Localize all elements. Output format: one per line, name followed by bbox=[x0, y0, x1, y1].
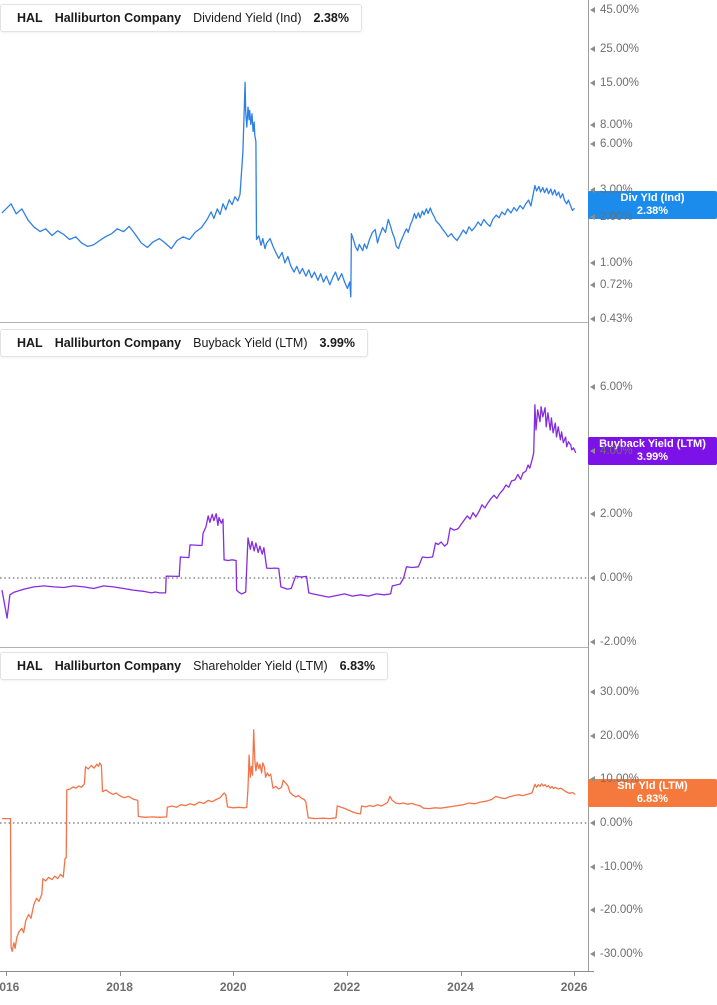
y-tick-label: 0.72% bbox=[600, 278, 633, 291]
y-tick-label: 25.00% bbox=[600, 42, 640, 55]
dividend-yield-axis-badge: Div Yld (Ind) 2.38% bbox=[588, 191, 717, 220]
shareholder-yield-axis-badge: Shr Yld (LTM) 6.83% bbox=[588, 779, 717, 808]
dividend-yield-chart[interactable] bbox=[0, 0, 588, 323]
y-tick-mark bbox=[590, 950, 595, 957]
y-tick-mark bbox=[590, 140, 595, 147]
y-tick-label: 0.00% bbox=[600, 571, 633, 584]
y-tick-label: -10.00% bbox=[600, 860, 643, 873]
series-legend-shareholder[interactable]: HAL Halliburton Company Shareholder Yiel… bbox=[0, 652, 389, 680]
x-tick-label: 2026 bbox=[560, 980, 588, 994]
y-tick-mark bbox=[590, 259, 595, 266]
shareholder-yield-chart[interactable] bbox=[0, 648, 588, 971]
y-tick-label: 4.00% bbox=[600, 444, 633, 457]
y-tick-mark bbox=[590, 79, 595, 86]
x-axis[interactable]: 2016 2018 2020 2022 2024 2026 bbox=[0, 971, 717, 1005]
y-tick-mark bbox=[590, 689, 595, 696]
buyback-yield-chart[interactable] bbox=[0, 323, 588, 648]
y-tick-label: 6.00% bbox=[600, 137, 633, 150]
y-tick-mark bbox=[590, 574, 595, 581]
x-tick-label: 2024 bbox=[447, 980, 474, 994]
y-tick-label: 10.00% bbox=[600, 773, 640, 786]
right-axis-line bbox=[588, 0, 589, 971]
y-tick-mark bbox=[590, 447, 595, 454]
ticker-symbol: HAL bbox=[17, 11, 43, 25]
ticker-symbol: HAL bbox=[17, 659, 43, 673]
x-tick-label: 2022 bbox=[333, 980, 361, 994]
y-tick-label: 0.43% bbox=[600, 313, 633, 325]
x-tick-label: 2016 bbox=[0, 980, 20, 994]
company-name: Halliburton Company bbox=[54, 659, 182, 673]
x-axis-line bbox=[0, 971, 594, 972]
x-tick-label: 2020 bbox=[219, 980, 247, 994]
ticker-symbol: HAL bbox=[17, 336, 43, 350]
metric-name: Shareholder Yield (LTM) bbox=[193, 659, 328, 673]
y-tick-label: 8.00% bbox=[600, 118, 633, 131]
x-tick-mark bbox=[233, 972, 235, 976]
y-tick-label: 20.00% bbox=[600, 729, 640, 742]
y-tick-label: 30.00% bbox=[600, 686, 640, 699]
y-tick-mark bbox=[590, 6, 595, 13]
y-tick-label: 15.00% bbox=[600, 76, 640, 89]
badge-value: 6.83% bbox=[636, 793, 669, 806]
x-tick-mark bbox=[119, 972, 121, 976]
y-tick-mark bbox=[590, 732, 595, 739]
y-tick-label: 2.00% bbox=[600, 210, 633, 223]
y-tick-label: 0.00% bbox=[600, 816, 633, 829]
company-name: Halliburton Company bbox=[54, 11, 182, 25]
y-tick-mark bbox=[590, 281, 595, 288]
badge-value: 3.99% bbox=[636, 450, 669, 463]
company-name: Halliburton Company bbox=[54, 336, 182, 350]
dividend-yield-y-axis[interactable]: Div Yld (Ind) 2.38% 45.00% 25.00% 15.00% 8.… bbox=[588, 0, 717, 325]
panel-divider bbox=[0, 647, 588, 648]
y-tick-label: 45.00% bbox=[600, 3, 640, 16]
y-tick-mark bbox=[590, 121, 595, 128]
badge-label: Div Yld (Ind) bbox=[620, 192, 685, 205]
buyback-yield-y-axis[interactable]: Buyback Yield (LTM) 3.99% 6.00% 4.00% 2.00… bbox=[588, 323, 717, 648]
x-tick-mark bbox=[460, 972, 462, 976]
y-tick-mark bbox=[590, 638, 595, 645]
series-legend-dividend[interactable]: HAL Halliburton Company Dividend Yield (… bbox=[0, 4, 362, 32]
y-tick-mark bbox=[590, 776, 595, 783]
y-tick-label: 2.00% bbox=[600, 508, 633, 521]
y-tick-mark bbox=[590, 45, 595, 52]
y-tick-label: 1.00% bbox=[600, 256, 633, 269]
y-tick-mark bbox=[590, 907, 595, 914]
y-tick-mark bbox=[590, 316, 595, 322]
shareholder-yield-y-axis[interactable]: Shr Yld (LTM) 6.83% 30.00% 20.00% 10.00% 0.… bbox=[588, 648, 717, 971]
panel-divider bbox=[0, 322, 588, 323]
metric-name: Buyback Yield (LTM) bbox=[193, 336, 308, 350]
y-tick-mark bbox=[590, 819, 595, 826]
y-tick-label: -20.00% bbox=[600, 904, 643, 917]
y-tick-label: 6.00% bbox=[600, 380, 633, 393]
x-tick-mark bbox=[6, 972, 7, 976]
y-tick-label: -30.00% bbox=[600, 947, 643, 960]
panel-shareholder-yield: Shr Yld (LTM) 6.83% 30.00% 20.00% 10.00% 0.… bbox=[0, 648, 717, 971]
y-tick-mark bbox=[590, 186, 595, 193]
x-tick-label: 2018 bbox=[106, 980, 133, 994]
y-tick-label: -2.00% bbox=[600, 635, 637, 648]
y-tick-mark bbox=[590, 213, 595, 220]
panel-buyback-yield: Buyback Yield (LTM) 3.99% 6.00% 4.00% 2.00… bbox=[0, 323, 717, 648]
y-tick-label: 3.00% bbox=[600, 183, 633, 196]
metric-value: 6.83% bbox=[339, 659, 376, 673]
series-legend-buyback[interactable]: HAL Halliburton Company Buyback Yield (L… bbox=[0, 329, 368, 357]
metric-value: 2.38% bbox=[313, 11, 349, 25]
badge-value: 2.38% bbox=[636, 205, 669, 218]
badge-label: Shr Yld (LTM) bbox=[617, 780, 688, 793]
y-tick-mark bbox=[590, 863, 595, 870]
y-tick-mark bbox=[590, 383, 595, 390]
badge-label: Buyback Yield (LTM) bbox=[599, 437, 706, 450]
buyback-yield-axis-badge: Buyback Yield (LTM) 3.99% bbox=[588, 436, 717, 465]
metric-name: Dividend Yield (Ind) bbox=[193, 11, 302, 25]
metric-value: 3.99% bbox=[319, 336, 355, 350]
panel-dividend-yield: Div Yld (Ind) 2.38% 45.00% 25.00% 15.00% 8.… bbox=[0, 0, 717, 325]
y-tick-mark bbox=[590, 511, 595, 518]
x-tick-mark bbox=[574, 972, 576, 976]
x-tick-mark bbox=[346, 972, 348, 976]
